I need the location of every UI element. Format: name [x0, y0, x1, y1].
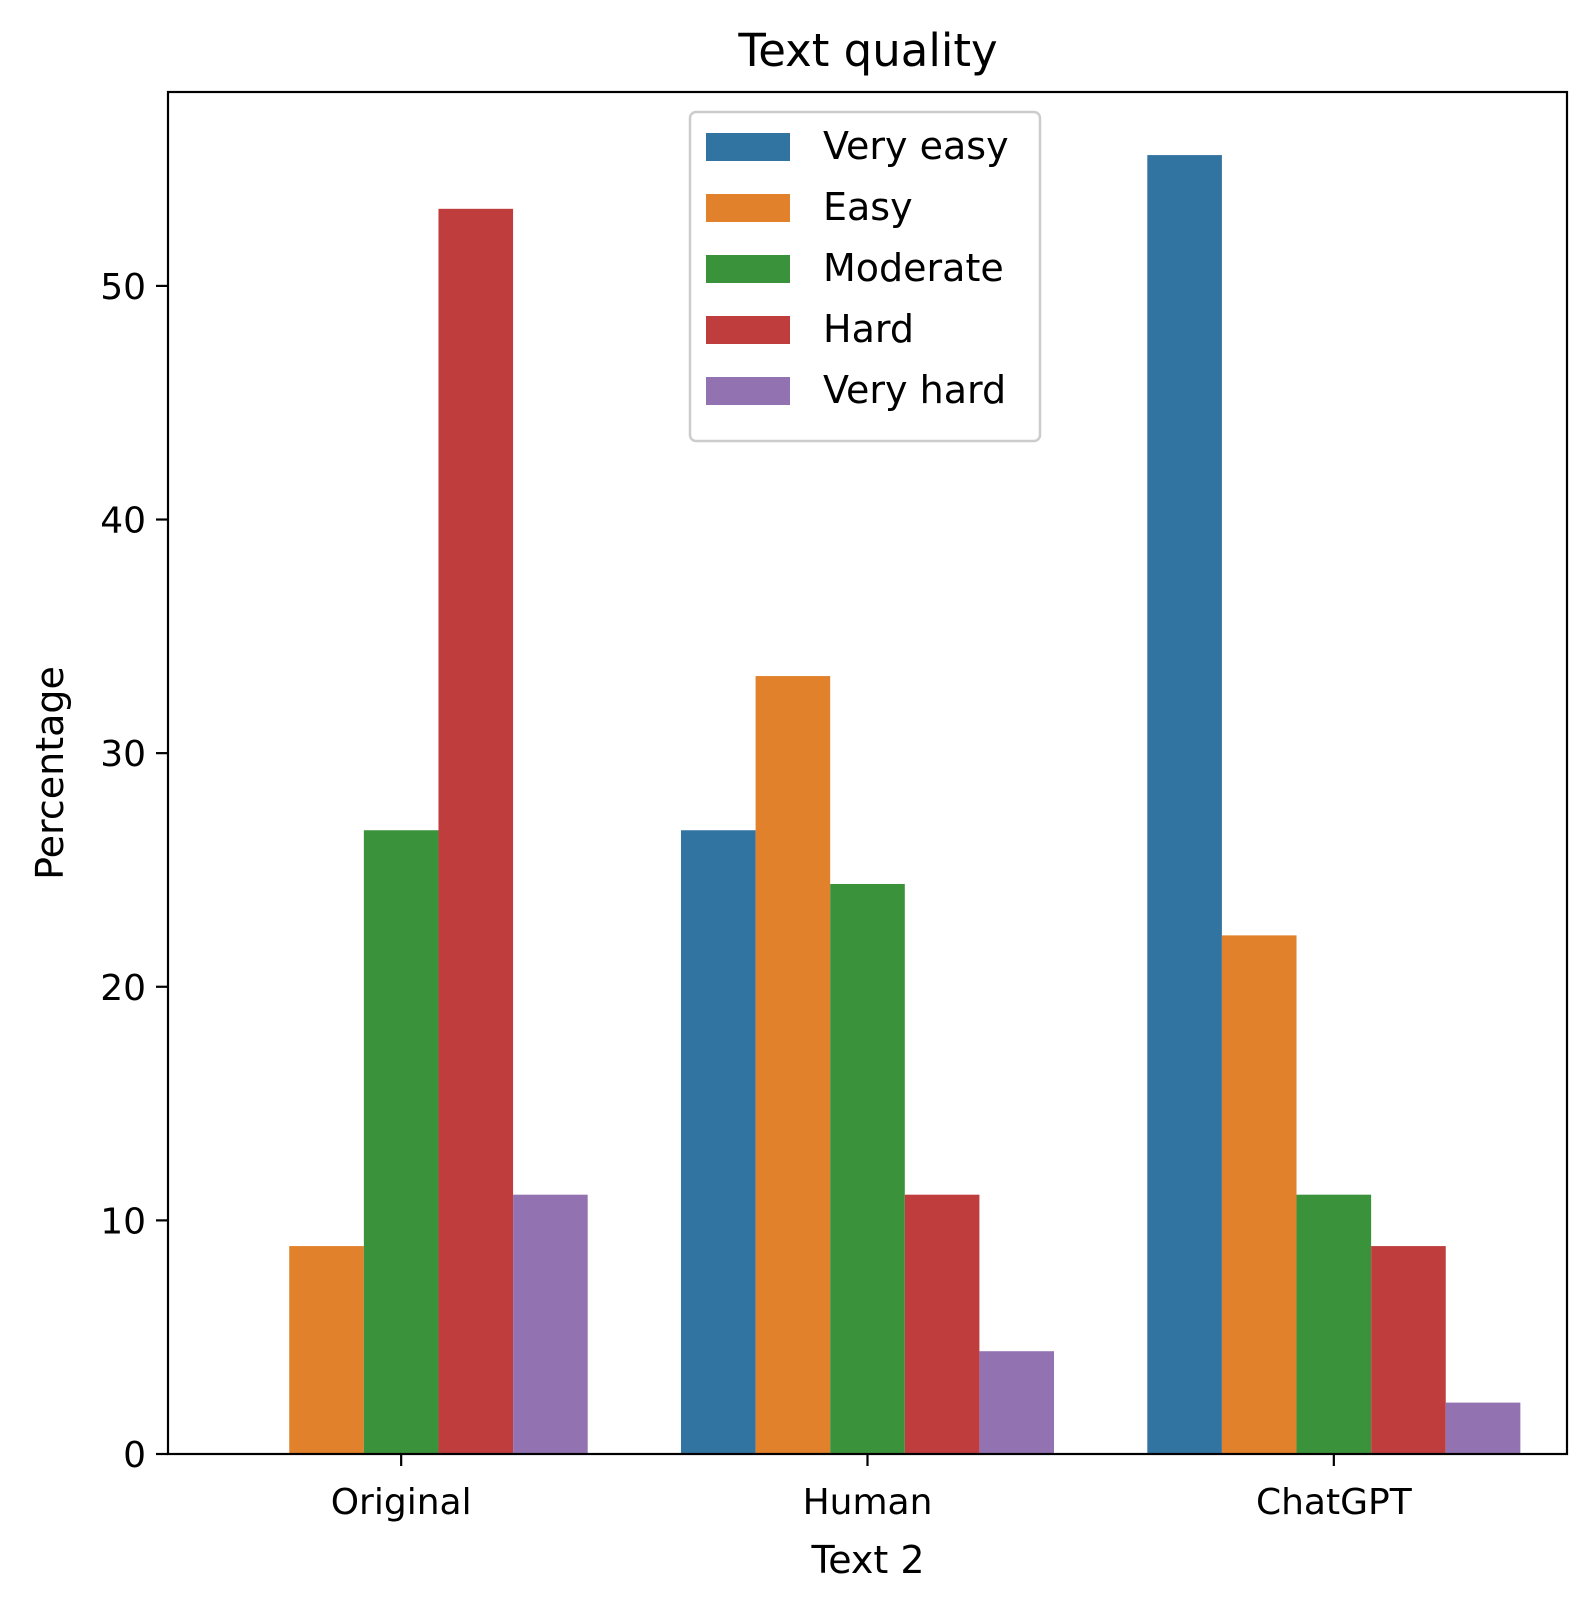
bar-moderate-chatgpt — [1296, 1194, 1372, 1454]
y-axis-label: Percentage — [28, 666, 72, 880]
y-tick-label: 10 — [100, 1201, 146, 1242]
x-tick-label: ChatGPT — [1256, 1482, 1413, 1523]
bar-hard-original — [438, 208, 514, 1454]
legend-label-very-hard: Very hard — [823, 368, 1006, 412]
legend-label-very-easy: Very easy — [823, 124, 1009, 168]
bar-moderate-original — [363, 830, 439, 1454]
bar-easy-original — [289, 1246, 364, 1454]
bar-hard-human — [904, 1194, 980, 1454]
legend-swatch-very-easy — [706, 133, 790, 161]
y-tick-label: 40 — [100, 501, 146, 542]
legend-label-hard: Hard — [823, 307, 914, 351]
bar-easy-chatgpt — [1221, 935, 1297, 1454]
legend-swatch-very-hard — [706, 377, 790, 405]
bar-very-hard-human — [979, 1351, 1055, 1454]
y-tick-label: 30 — [100, 734, 146, 775]
bar-moderate-human — [830, 883, 905, 1454]
legend: Very easy Easy Moderate Hard Very hard — [688, 110, 1042, 443]
legend-swatch-moderate — [706, 255, 790, 283]
y-tick-label: 0 — [123, 1435, 146, 1476]
legend-label-moderate: Moderate — [823, 246, 1004, 290]
x-axis: Original Human ChatGPT — [331, 1454, 1413, 1523]
bar-very-easy-human — [680, 830, 756, 1454]
x-tick-label: Human — [803, 1482, 933, 1523]
y-tick-label: 20 — [100, 968, 146, 1009]
x-tick-label: Original — [331, 1482, 472, 1523]
legend-swatch-hard — [706, 316, 790, 344]
bar-very-hard-original — [513, 1194, 588, 1454]
bar-hard-chatgpt — [1371, 1246, 1446, 1454]
bar-very-easy-chatgpt — [1147, 155, 1222, 1455]
chart-title: Text quality — [737, 24, 997, 77]
bar-easy-human — [755, 676, 831, 1454]
x-axis-label: Text 2 — [810, 1538, 924, 1582]
y-tick-label: 50 — [100, 267, 146, 308]
bars-layer — [289, 155, 1521, 1455]
legend-label-easy: Easy — [823, 185, 913, 229]
bar-very-hard-chatgpt — [1445, 1402, 1521, 1454]
legend-swatch-easy — [706, 194, 790, 222]
y-axis: 0 10 20 30 40 50 — [100, 267, 168, 1476]
